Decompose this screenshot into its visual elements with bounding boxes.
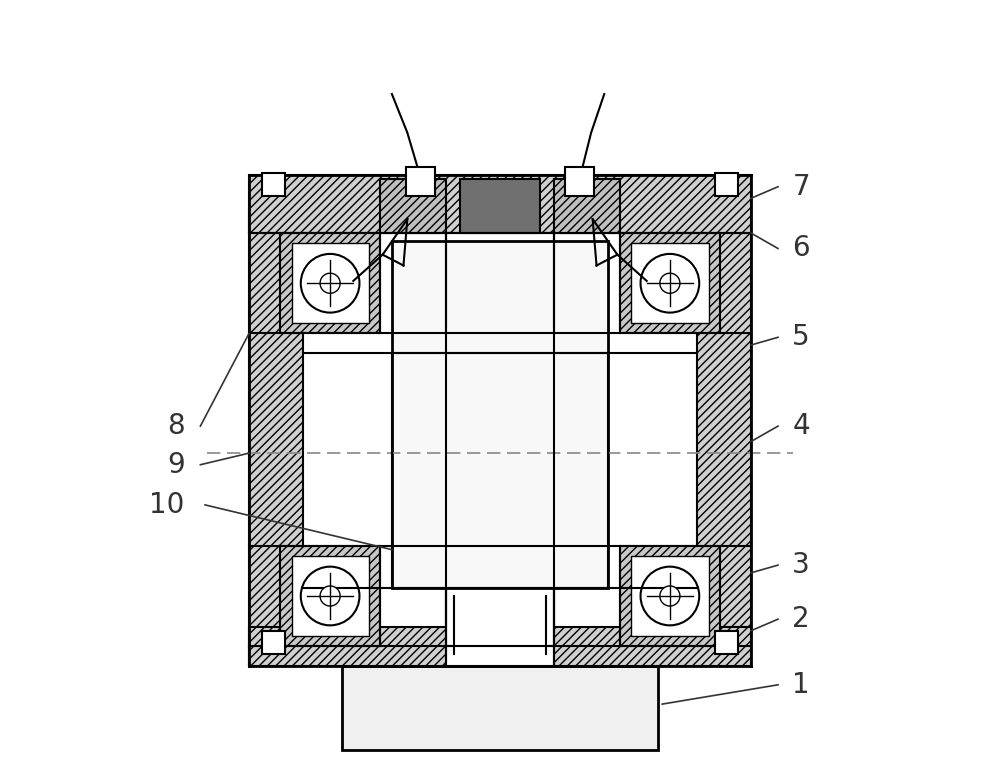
- Bar: [460, 179, 540, 233]
- Bar: [406, 167, 435, 196]
- Bar: [620, 233, 720, 333]
- Bar: [342, 666, 658, 750]
- Text: 10: 10: [149, 491, 184, 519]
- Bar: [280, 546, 380, 646]
- Circle shape: [320, 586, 340, 606]
- Bar: [249, 210, 303, 666]
- Bar: [715, 631, 738, 654]
- Text: 6: 6: [792, 235, 810, 263]
- Bar: [631, 556, 708, 636]
- Bar: [249, 175, 751, 233]
- Bar: [280, 233, 380, 333]
- Circle shape: [641, 567, 699, 625]
- Bar: [262, 631, 285, 654]
- Text: 4: 4: [792, 412, 810, 440]
- Bar: [262, 173, 285, 196]
- Text: 9: 9: [167, 451, 185, 479]
- Bar: [392, 241, 608, 588]
- Circle shape: [660, 586, 680, 606]
- Circle shape: [301, 567, 359, 625]
- Circle shape: [641, 254, 699, 312]
- Text: 5: 5: [792, 323, 810, 351]
- Bar: [380, 179, 446, 233]
- Bar: [631, 243, 708, 323]
- Bar: [292, 556, 369, 636]
- Text: 7: 7: [792, 173, 810, 201]
- Bar: [249, 627, 751, 666]
- Circle shape: [660, 274, 680, 293]
- Text: 3: 3: [792, 551, 810, 579]
- Text: 1: 1: [792, 671, 810, 699]
- Bar: [565, 167, 594, 196]
- Text: 2: 2: [792, 605, 810, 633]
- Bar: [292, 243, 369, 323]
- Bar: [715, 173, 738, 196]
- Bar: [620, 546, 720, 646]
- Bar: [697, 210, 751, 666]
- Circle shape: [301, 254, 359, 312]
- Text: 8: 8: [167, 412, 184, 440]
- Bar: [446, 233, 554, 666]
- Circle shape: [320, 274, 340, 293]
- Bar: [554, 179, 620, 233]
